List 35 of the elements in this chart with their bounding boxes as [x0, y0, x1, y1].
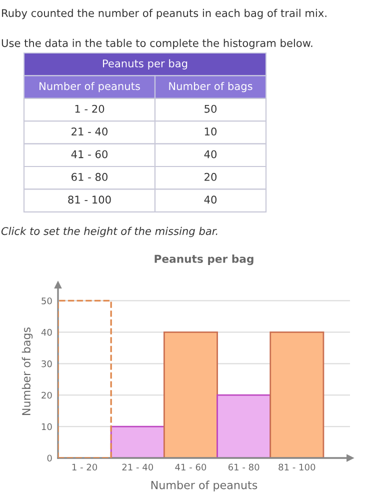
category-label: 1 - 20 — [75, 104, 104, 113]
data-label: 20 — [204, 172, 217, 181]
category-label: 61 - 80 — [72, 172, 108, 181]
data-label: 40 — [204, 150, 217, 158]
text: Peanuts per bag — [102, 59, 188, 70]
x-tick-label: 61 - 80 — [228, 464, 260, 471]
y-axis-title: Number of bags — [22, 327, 33, 415]
x-tick-label: 41 - 60 — [175, 464, 206, 471]
bar — [163, 331, 218, 458]
category-label: 21 - 40 — [72, 128, 108, 136]
data-label: 40 — [204, 196, 217, 204]
text: Number of peanuts — [40, 82, 140, 92]
y-tick-label: 0 — [47, 454, 52, 462]
y-tick-label: 30 — [42, 360, 52, 368]
data-label: 50 — [204, 104, 217, 113]
bar — [216, 394, 272, 458]
text: Use the data in the table to complete the histogram below. — [2, 38, 312, 50]
data-label: 10 — [204, 128, 217, 136]
chart-title: Peanuts per bag — [154, 254, 254, 266]
y-tick-label: 40 — [41, 328, 52, 336]
text: Number of bags — [169, 82, 252, 92]
text: Click to set the height of the missing bar. — [1, 226, 218, 238]
category-label: 81 - 100 — [68, 196, 111, 204]
y-tick-label: 50 — [42, 297, 52, 304]
bar — [58, 300, 112, 458]
bar — [110, 426, 165, 458]
y-tick-label: 10 — [42, 423, 52, 430]
bar — [270, 331, 324, 458]
category-label: 41 - 60 — [71, 150, 108, 158]
x-axis-title: Number of peanuts — [151, 480, 258, 492]
x-tick-label: 81 - 100 — [278, 464, 316, 471]
y-tick-label: 20 — [42, 392, 52, 399]
x-tick-label: 1 - 20 — [72, 464, 98, 471]
x-tick-label: 21 - 40 — [122, 464, 154, 471]
text: Ruby counted the number of peanuts in each bag of trail mix. — [2, 8, 326, 20]
